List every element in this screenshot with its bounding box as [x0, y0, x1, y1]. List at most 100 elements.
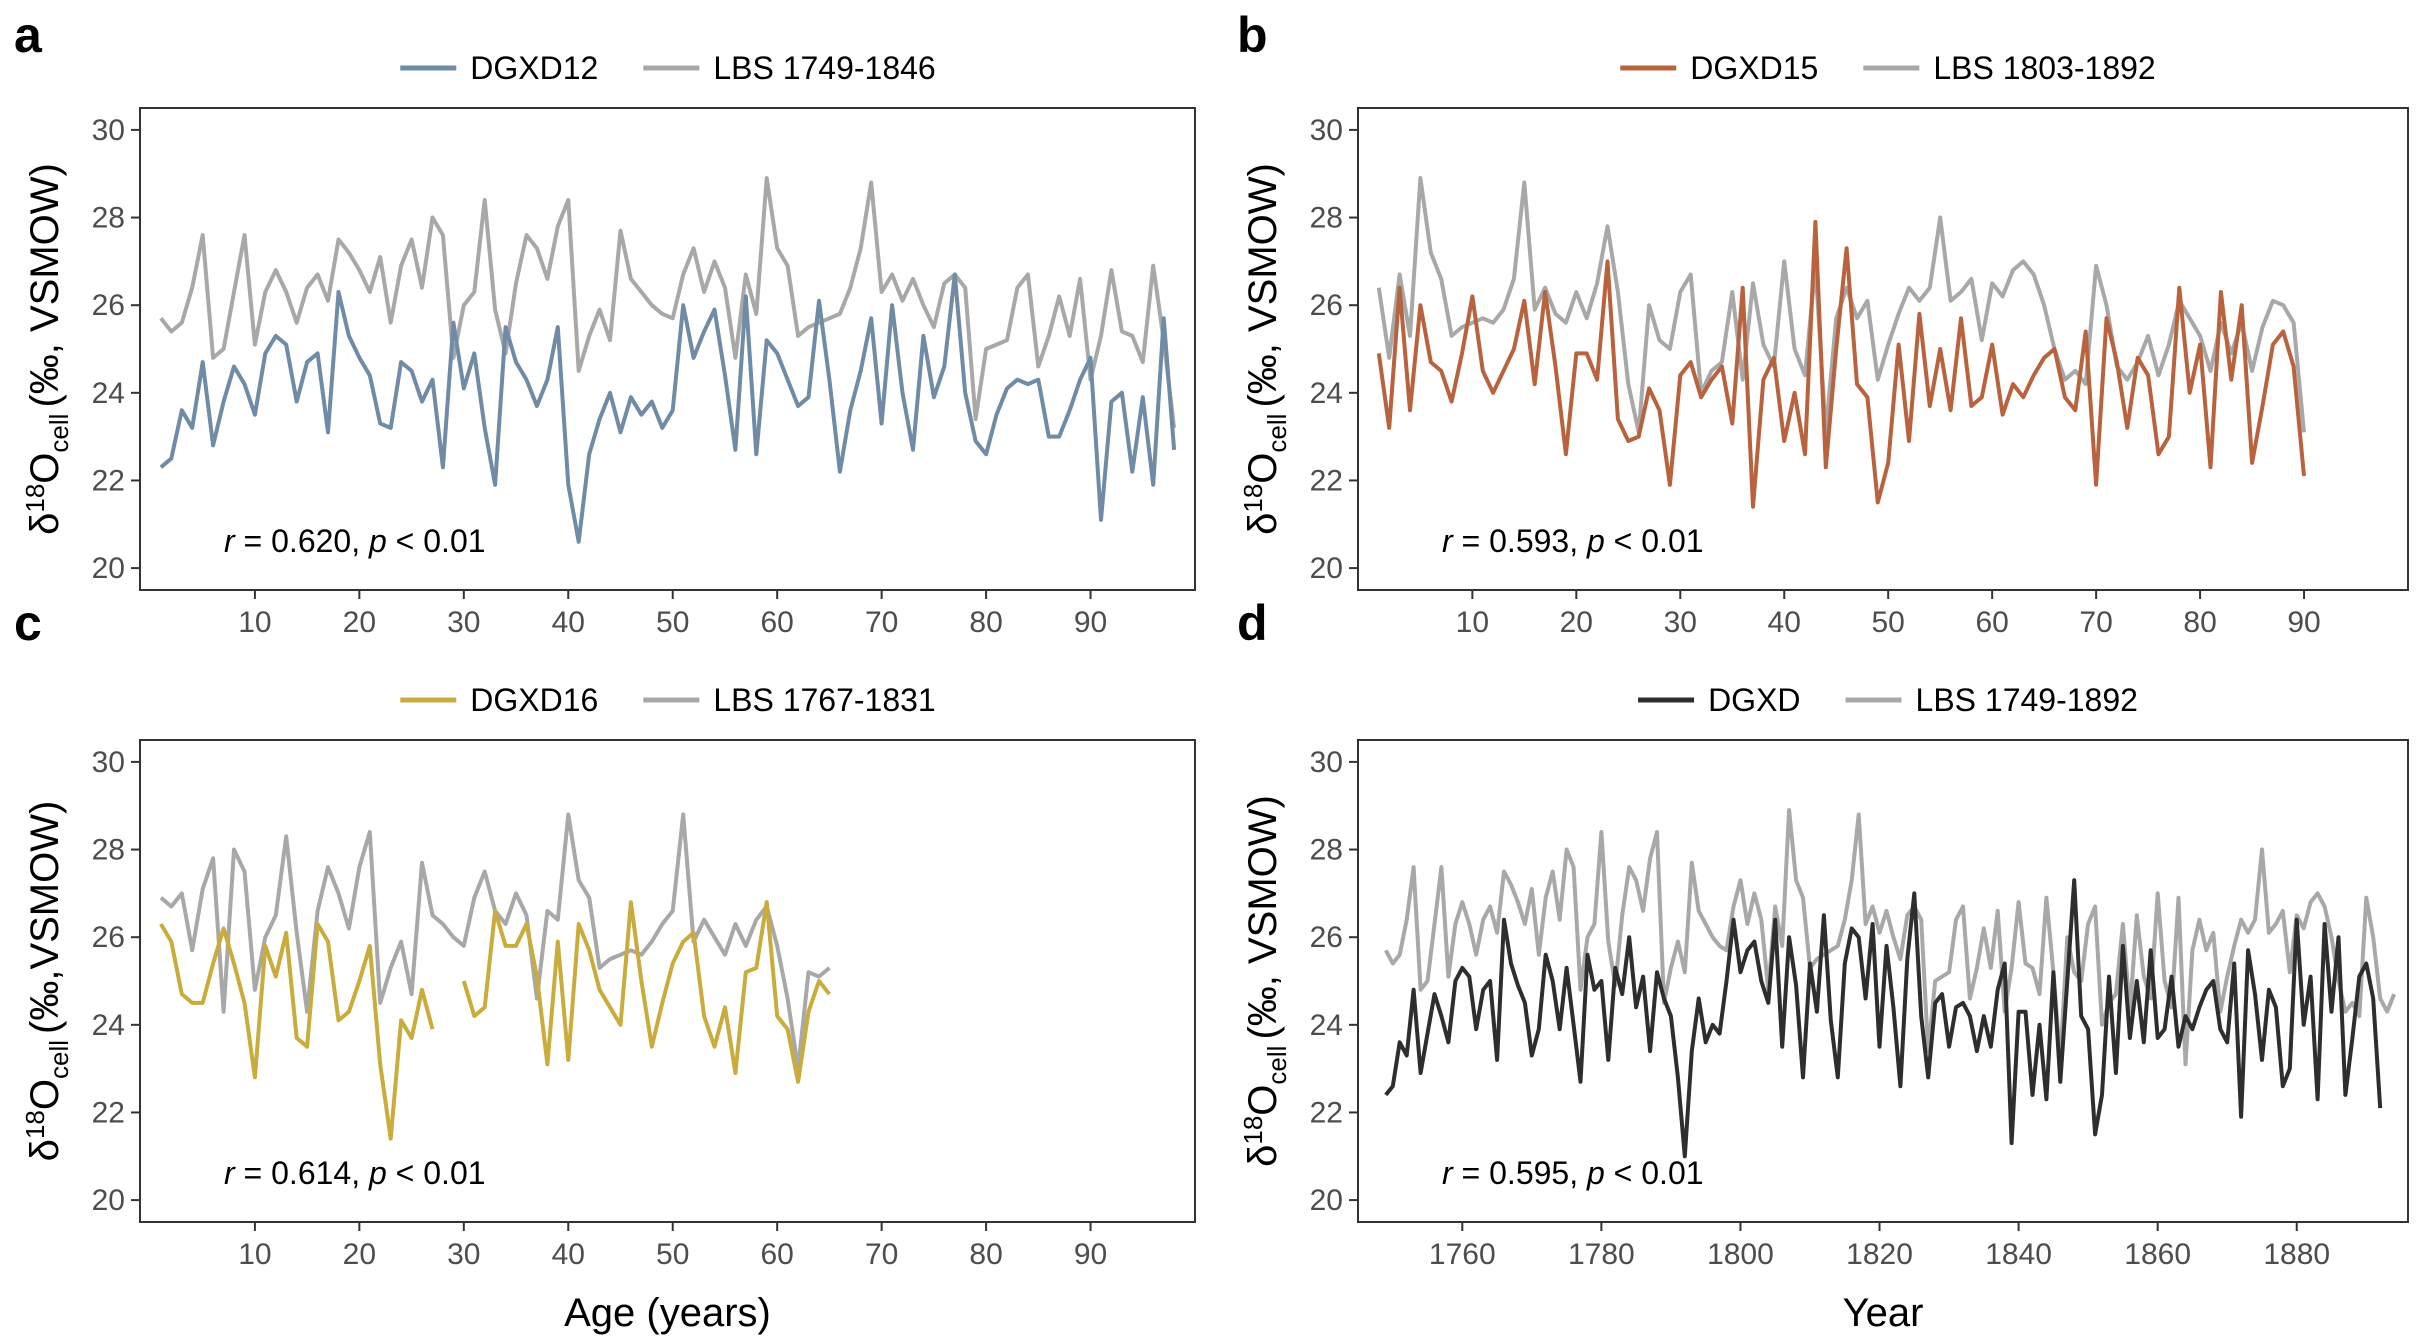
y-title-delta: δ	[1241, 513, 1285, 535]
legend-item: DGXD16	[400, 682, 598, 718]
y-tick-label: 30	[92, 114, 125, 147]
y-axis-title: δ18Ocell (‰, VSMOW)	[1238, 163, 1292, 535]
stat-p-value: < 0.01	[387, 1155, 486, 1191]
y-title-rest: (‰, VSMOW)	[1241, 163, 1285, 407]
y-title-rest: (‰, VSMOW)	[1241, 795, 1285, 1039]
x-tick-label: 90	[2287, 606, 2320, 639]
correlation-annotation: r = 0.620, p < 0.01	[224, 523, 486, 559]
x-tick-label: 80	[969, 606, 1002, 639]
y-tick-label: 20	[92, 1184, 125, 1217]
y-axis-title: δ18Ocell (‰, VSMOW)	[1238, 795, 1292, 1167]
panel-letter: b	[1237, 7, 1268, 63]
stat-r: r	[224, 523, 236, 559]
stat-p: p	[368, 523, 387, 559]
y-title-sup: 18	[1238, 1116, 1268, 1145]
y-title-sub: cell	[44, 1040, 74, 1079]
panel-a: a DGXD12 LBS 1749-1846 20 22 24 26 28 30 10 20 30 40…	[14, 7, 1196, 639]
stat-r-value: = 0.593,	[1453, 523, 1587, 559]
legend-label: LBS 1749-1892	[1916, 682, 2138, 718]
y-tick-label: 24	[1310, 377, 1343, 410]
x-tick-label: 50	[1872, 606, 1905, 639]
x-tick-label: 60	[1975, 606, 2008, 639]
stat-r: r	[224, 1155, 236, 1191]
legend-item: LBS 1803-1892	[1863, 50, 2156, 86]
x-tick-label: 1760	[1429, 1238, 1496, 1271]
x-tick-label: 60	[760, 1238, 793, 1271]
stat-r-value: = 0.595,	[1453, 1155, 1587, 1191]
legend: DGXD16 LBS 1767-1831	[400, 682, 936, 718]
legend-label: DGXD	[1708, 682, 1800, 718]
x-tick-label: 30	[447, 1238, 480, 1271]
x-tick-label: 1880	[2263, 1238, 2330, 1271]
x-tick-label: 70	[865, 606, 898, 639]
y-tick-label: 26	[1310, 921, 1343, 954]
x-tick-label: 90	[1074, 1238, 1107, 1271]
y-title-delta: δ	[23, 513, 67, 535]
stat-p-value: < 0.01	[1605, 523, 1704, 559]
y-title-sub: cell	[1262, 1046, 1292, 1085]
series-line-orange	[1376, 219, 2306, 509]
y-tick-label: 22	[92, 1096, 125, 1129]
stat-r-value: = 0.620,	[235, 523, 369, 559]
legend-item: LBS 1767-1831	[643, 682, 936, 718]
x-tick-label: 1860	[2124, 1238, 2191, 1271]
stat-p-value: < 0.01	[1605, 1155, 1704, 1191]
correlation-annotation: r = 0.593, p < 0.01	[1442, 523, 1704, 559]
panel-frame	[1357, 107, 2409, 591]
legend-label: LBS 1767-1831	[713, 682, 935, 718]
x-tick-label: 1840	[1985, 1238, 2052, 1271]
y-title-rest: (‰,VSMOW)	[23, 801, 67, 1034]
legend-label: DGXD15	[1690, 50, 1818, 86]
panel-letter: c	[14, 595, 42, 651]
legend: DGXD LBS 1749-1892	[1638, 682, 2138, 718]
legend-label: LBS 1803-1892	[1933, 50, 2155, 86]
y-title-o: O	[1241, 453, 1285, 484]
x-axis-title: Year	[1843, 1291, 1924, 1335]
y-title-delta: δ	[1241, 1145, 1285, 1167]
x-tick-label: 70	[865, 1238, 898, 1271]
y-tick-label: 28	[1310, 834, 1343, 867]
y-tick-label: 20	[92, 552, 125, 585]
y-tick-label: 24	[1310, 1009, 1343, 1042]
y-tick-label: 28	[92, 202, 125, 235]
stat-r: r	[1442, 523, 1454, 559]
y-title-sup: 18	[20, 1110, 50, 1139]
x-tick-label: 10	[238, 606, 271, 639]
panel-c: c DGXD16 LBS 1767-1831 20 22 24 26 28 30 10 20 30 40…	[14, 595, 1196, 1335]
y-tick-label: 26	[92, 289, 125, 322]
x-tick-label: 50	[656, 606, 689, 639]
series-line-blue	[159, 272, 1177, 544]
panel-frame	[139, 107, 1196, 591]
x-tick-label: 30	[1664, 606, 1697, 639]
y-tick-label: 26	[92, 921, 125, 954]
x-tick-label: 1820	[1846, 1238, 1913, 1271]
legend: DGXD12 LBS 1749-1846	[400, 50, 936, 86]
y-tick-label: 28	[92, 834, 125, 867]
stat-p: p	[1586, 523, 1605, 559]
y-title-sup: 18	[20, 484, 50, 513]
stat-p-value: < 0.01	[387, 523, 486, 559]
x-tick-label: 50	[656, 1238, 689, 1271]
x-tick-label: 30	[447, 606, 480, 639]
y-title-sub: cell	[44, 414, 74, 453]
y-tick-label: 22	[1310, 1096, 1343, 1129]
x-tick-label: 80	[969, 1238, 1002, 1271]
stat-r-value: = 0.614,	[235, 1155, 369, 1191]
y-tick-label: 26	[1310, 289, 1343, 322]
y-title-sub: cell	[1262, 414, 1292, 453]
x-tick-label: 1780	[1568, 1238, 1635, 1271]
series-line-gray	[1384, 808, 2396, 1067]
y-tick-label: 30	[1310, 746, 1343, 779]
y-tick-label: 28	[1310, 202, 1343, 235]
series-line-gray	[159, 176, 1177, 429]
legend-item: DGXD15	[1620, 50, 1818, 86]
x-tick-label: 20	[1560, 606, 1593, 639]
y-tick-label: 22	[1310, 464, 1343, 497]
y-title-o: O	[1241, 1085, 1285, 1116]
y-title-rest: (‰, VSMOW)	[23, 163, 67, 407]
legend-item: LBS 1749-1892	[1845, 682, 2138, 718]
y-tick-label: 20	[1310, 552, 1343, 585]
series-line-black	[1384, 878, 2383, 1159]
y-axis-title: δ18Ocell (‰,VSMOW)	[20, 801, 74, 1162]
legend-label: LBS 1749-1846	[713, 50, 935, 86]
